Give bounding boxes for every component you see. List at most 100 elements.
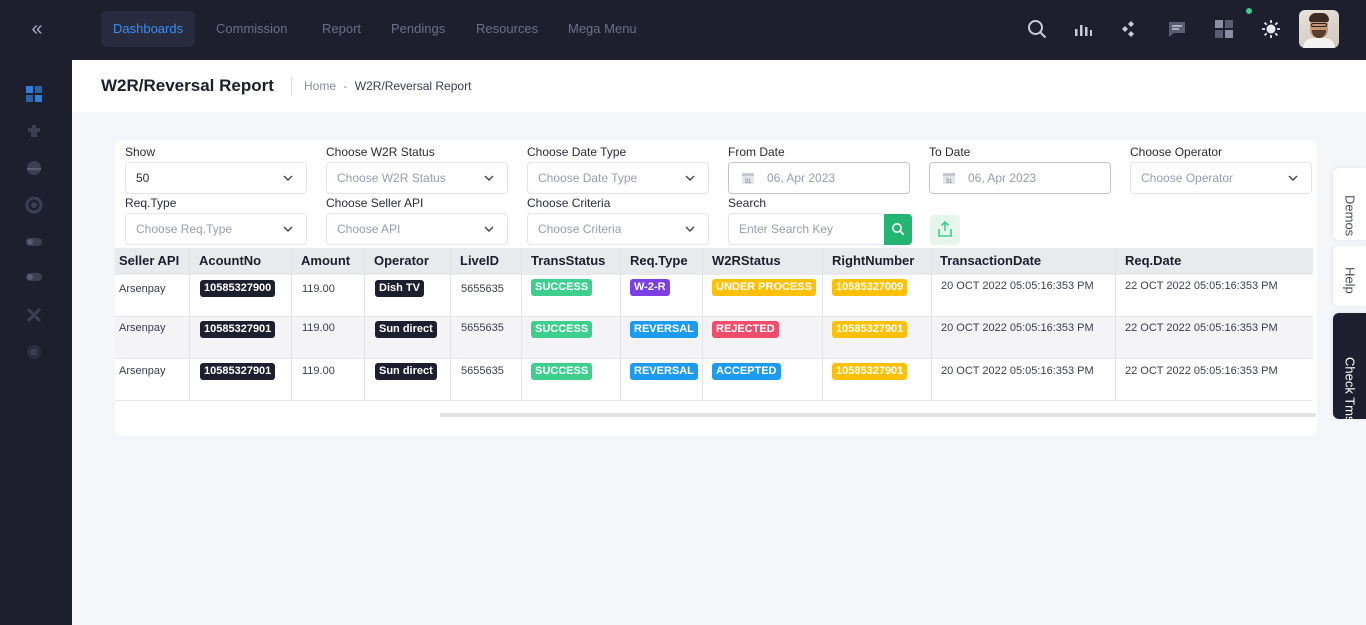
cell-trans-status: SUCCESS bbox=[531, 321, 593, 338]
column-divider bbox=[450, 248, 451, 401]
cell-w2r-status: ACCEPTED bbox=[712, 363, 781, 380]
cell-trans-status: SUCCESS bbox=[531, 363, 593, 380]
topbar: Dashboards Commission Report Pendings Re… bbox=[72, 0, 1366, 60]
nav-pendings[interactable]: Pendings bbox=[391, 21, 446, 36]
sun-icon[interactable] bbox=[1260, 18, 1282, 40]
diamond-icon[interactable] bbox=[1120, 18, 1142, 40]
toggle-icon-2[interactable] bbox=[25, 268, 43, 286]
show-select[interactable]: 50 bbox=[125, 162, 307, 194]
column-divider bbox=[189, 248, 190, 401]
seller-api-select[interactable]: Choose API bbox=[326, 213, 508, 245]
criteria-placeholder: Choose Criteria bbox=[538, 222, 622, 236]
dashboard-grid-icon[interactable] bbox=[25, 85, 43, 103]
tab-check-tms-label: Check Tms bbox=[1342, 357, 1358, 423]
bar-chart-icon[interactable] bbox=[1072, 18, 1094, 40]
operator-placeholder: Choose Operator bbox=[1141, 171, 1234, 185]
date-type-label: Choose Date Type bbox=[527, 145, 627, 159]
cell-req-date: 22 OCT 2022 05:05:16:353 PM bbox=[1125, 280, 1278, 292]
cell-account: 10585327901 bbox=[200, 363, 276, 380]
date-type-placeholder: Choose Date Type bbox=[538, 171, 638, 185]
disc-icon[interactable] bbox=[25, 159, 43, 177]
tab-demos[interactable]: Demos bbox=[1333, 168, 1366, 240]
to-date-value: 06, Apr 2023 bbox=[968, 171, 1037, 185]
to-date-input[interactable]: 31 06, Apr 2023 bbox=[929, 162, 1111, 194]
chevron-down-icon bbox=[1288, 173, 1298, 183]
chevron-down-icon bbox=[484, 224, 494, 234]
horizontal-scrollbar[interactable] bbox=[440, 413, 1316, 417]
search-placeholder: Enter Search Key bbox=[739, 222, 834, 236]
col-req-date: Req.Date bbox=[1125, 253, 1182, 268]
nav-report[interactable]: Report bbox=[322, 21, 362, 36]
from-date-input[interactable]: 31 06, Apr 2023 bbox=[728, 162, 910, 194]
cell-live-id: 5655635 bbox=[461, 365, 504, 377]
cell-req-type: REVERSAL bbox=[630, 321, 698, 338]
req-type-placeholder: Choose Req.Type bbox=[136, 222, 233, 236]
page-title: W2R/Reversal Report bbox=[101, 76, 274, 95]
column-divider bbox=[291, 248, 292, 401]
nav-dashboards[interactable]: Dashboards bbox=[101, 11, 196, 47]
w2r-status-label: Choose W2R Status bbox=[326, 145, 435, 159]
cell-req-type: REVERSAL bbox=[630, 363, 698, 380]
nav-commission[interactable]: Commission bbox=[216, 21, 288, 36]
table-row[interactable]: Arsenpay 10585327901 119.00 Sun direct 5… bbox=[115, 359, 1313, 401]
cell-account: 10585327900 bbox=[200, 280, 276, 297]
req-type-label: Req.Type bbox=[125, 196, 177, 210]
column-divider bbox=[931, 248, 932, 401]
nav-resources[interactable]: Resources bbox=[476, 21, 539, 36]
toggle-icon[interactable] bbox=[25, 233, 43, 251]
column-divider bbox=[702, 248, 703, 401]
chevron-down-icon bbox=[685, 173, 695, 183]
table-header: Seller API AcountNo Amount Operator Live… bbox=[115, 248, 1313, 275]
calendar-icon: 31 bbox=[942, 171, 956, 185]
tab-demos-label: Demos bbox=[1342, 195, 1358, 237]
column-divider bbox=[822, 248, 823, 401]
cell-right-number: 10585327901 bbox=[832, 321, 908, 338]
cross-tools-icon[interactable] bbox=[25, 306, 43, 324]
puzzle-icon[interactable] bbox=[25, 122, 43, 140]
criteria-label: Choose Criteria bbox=[527, 196, 611, 210]
show-value: 50 bbox=[136, 171, 150, 185]
from-date-label: From Date bbox=[728, 145, 785, 159]
search-label: Search bbox=[728, 196, 767, 210]
cell-amount: 119.00 bbox=[302, 322, 335, 334]
cell-live-id: 5655635 bbox=[461, 283, 504, 295]
search-input[interactable]: Enter Search Key bbox=[728, 213, 885, 245]
gear-icon[interactable] bbox=[25, 343, 43, 361]
tab-help-label: Help bbox=[1342, 267, 1358, 294]
layout-icon[interactable] bbox=[1213, 18, 1235, 40]
chevrons-left-icon[interactable]: « bbox=[31, 18, 43, 40]
cell-amount: 119.00 bbox=[302, 365, 335, 377]
cell-right-number: 10585327009 bbox=[832, 279, 908, 296]
tab-help[interactable]: Help bbox=[1333, 246, 1366, 306]
table-row[interactable]: Arsenpay 10585327900 119.00 Dish TV 5655… bbox=[115, 275, 1313, 317]
table-row[interactable]: Arsenpay 10585327901 119.00 Sun direct 5… bbox=[115, 317, 1313, 359]
cell-transaction-date: 20 OCT 2022 05:05:16:353 PM bbox=[941, 365, 1094, 377]
cell-req-date: 22 OCT 2022 05:05:16:353 PM bbox=[1125, 365, 1278, 377]
operator-select[interactable]: Choose Operator bbox=[1130, 162, 1312, 194]
req-type-select[interactable]: Choose Req.Type bbox=[125, 213, 307, 245]
calendar-day: 31 bbox=[946, 179, 953, 185]
column-divider bbox=[364, 248, 365, 401]
col-w2r-status: W2RStatus bbox=[712, 253, 781, 268]
lifebuoy-icon[interactable] bbox=[25, 196, 43, 214]
notification-dot bbox=[1246, 8, 1252, 14]
column-divider bbox=[521, 248, 522, 401]
sidebar: « bbox=[0, 0, 72, 625]
chevron-down-icon bbox=[283, 173, 293, 183]
criteria-select[interactable]: Choose Criteria bbox=[527, 213, 709, 245]
breadcrumb-home[interactable]: Home bbox=[304, 79, 337, 93]
w2r-status-select[interactable]: Choose W2R Status bbox=[326, 162, 508, 194]
show-label: Show bbox=[125, 145, 156, 159]
nav-mega-menu[interactable]: Mega Menu bbox=[568, 21, 637, 36]
export-button[interactable] bbox=[930, 215, 960, 245]
search-button[interactable] bbox=[884, 214, 912, 245]
date-type-select[interactable]: Choose Date Type bbox=[527, 162, 709, 194]
avatar[interactable] bbox=[1299, 10, 1339, 48]
breadcrumb-sep: - bbox=[343, 79, 348, 93]
tab-check-tms[interactable]: Check Tms bbox=[1333, 313, 1366, 423]
header-divider bbox=[291, 77, 292, 95]
col-operator: Operator bbox=[374, 253, 429, 268]
search-icon[interactable] bbox=[1026, 18, 1048, 40]
chat-icon[interactable] bbox=[1166, 18, 1188, 40]
col-transaction-date: TransactionDate bbox=[940, 253, 1042, 268]
